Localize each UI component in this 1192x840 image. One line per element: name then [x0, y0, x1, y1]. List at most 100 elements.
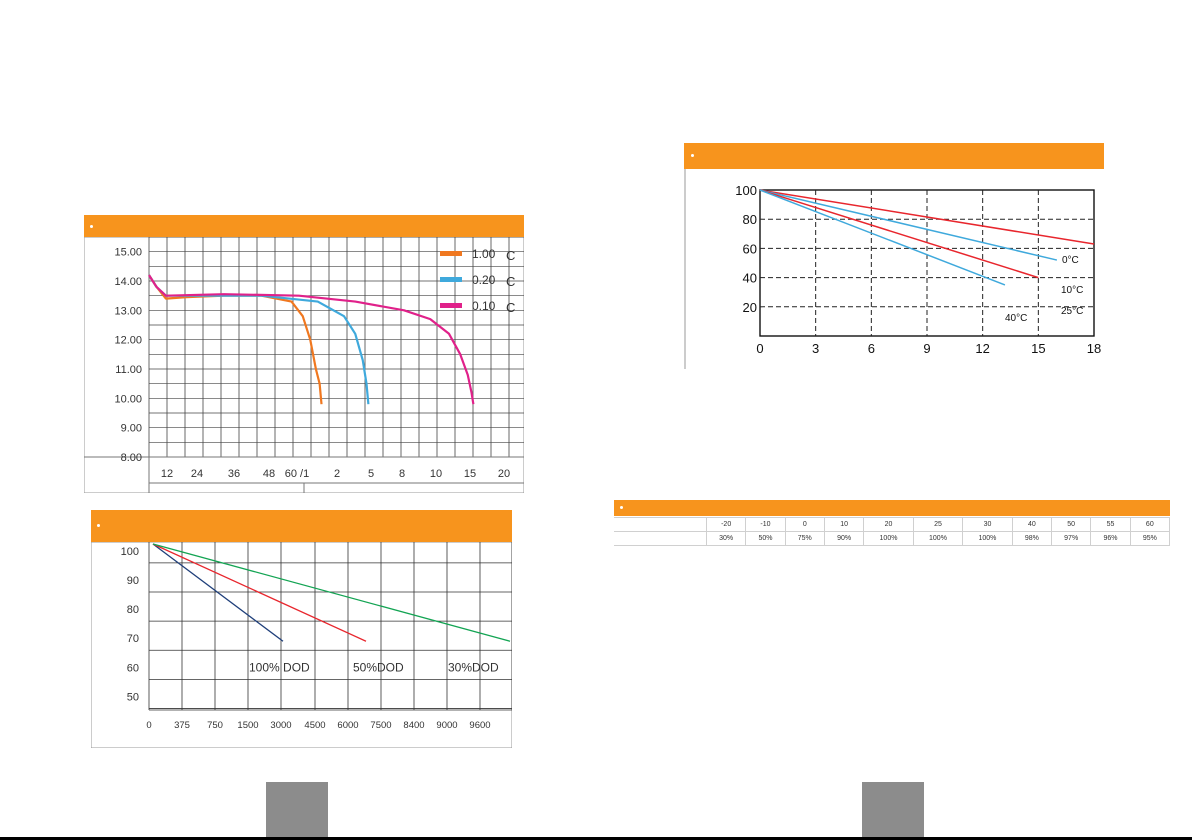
series-line-magenta: [148, 274, 475, 405]
table-cell: 96%: [1090, 531, 1131, 546]
temperature-chart-header: [684, 143, 1104, 169]
table-cell: 100%: [962, 531, 1013, 546]
y-tick-label: 10.00: [114, 393, 142, 405]
x-tick-label: 7500: [370, 720, 391, 731]
header-bullet: [97, 524, 100, 527]
x-tick-label: 60 /1: [285, 468, 309, 480]
table-cell: 50: [1051, 517, 1092, 532]
legend-label: 1.00: [472, 247, 496, 261]
table-cell: 30%: [705, 531, 747, 546]
y-tick-label: 60: [127, 662, 139, 674]
page-number-block-left: [266, 782, 328, 840]
x-tick-label: 0: [146, 720, 151, 731]
table-cell: 10: [823, 517, 865, 532]
series-line-green: [152, 543, 511, 642]
table-cell: 100%: [912, 531, 964, 546]
legend-unit: C: [506, 248, 515, 263]
y-tick-label: 15.00: [114, 247, 142, 259]
header-bullet: [90, 225, 93, 228]
series-label: 0°C: [1062, 255, 1079, 266]
table-cell: 55: [1090, 517, 1131, 532]
table-cell: 100%: [863, 531, 914, 546]
y-tick-label: 13.00: [114, 305, 142, 317]
x-tick-label: 24: [191, 468, 203, 480]
table-cell: 75%: [784, 531, 825, 546]
x-tick-label: 8: [399, 468, 405, 480]
y-tick-label: 90: [127, 575, 139, 587]
x-tick-label: 3: [812, 341, 819, 356]
y-tick-label: 11.00: [115, 364, 142, 376]
x-tick-label: 18: [1087, 341, 1101, 356]
bottom-border: [0, 837, 1192, 840]
legend-label: 0.10: [472, 299, 496, 313]
temperature-capacity-table: -20 -10 0 10 20 25 30 40 50 55 60 30% 50…: [614, 517, 1171, 546]
x-tick-label: 375: [174, 720, 190, 731]
x-tick-label: 9: [923, 341, 930, 356]
y-tick-label: 20: [743, 300, 757, 315]
series-line-navy: [152, 543, 284, 642]
header-bullet: [620, 506, 623, 509]
table-cell: 20: [863, 517, 914, 532]
series-label: 100% DOD: [249, 660, 310, 674]
table-cell: 97%: [1051, 531, 1092, 546]
discharge-chart: 15.00 14.00 13.00 12.00 11.00 10.00 9.00 8.00 12…: [84, 237, 524, 493]
table-cell: 0: [784, 517, 825, 532]
x-tick-label: 8400: [403, 720, 424, 731]
cycle-chart-header: [91, 510, 512, 542]
series-label: 50%DOD: [353, 660, 404, 674]
table-cell: -20: [705, 517, 747, 532]
x-tick-label: 36: [228, 468, 240, 480]
legend-label: 0.20: [472, 273, 496, 287]
header-bullet: [691, 154, 694, 157]
series-line-red: [152, 543, 367, 642]
series-label: 40°C: [1005, 313, 1027, 324]
y-tick-label: 14.00: [114, 276, 142, 288]
series-line-blue: [759, 189, 1006, 286]
x-tick-label: 10: [430, 468, 442, 480]
table-cell: 30: [962, 517, 1013, 532]
x-tick-label: 9000: [436, 720, 457, 731]
x-tick-label: 9600: [469, 720, 490, 731]
x-tick-label: 3000: [270, 720, 291, 731]
x-tick-label: 1500: [237, 720, 258, 731]
temperature-chart: 0 3 6 9 12 15 18 100 80 60 40 20 0°C 10°C 25°C 40°C: [684, 169, 1101, 369]
x-tick-label: 5: [368, 468, 374, 480]
temperature-capacity-panel: -20 -10 0 10 20 25 30 40 50 55 60 30% 50…: [614, 500, 1171, 547]
y-tick-label: 8.00: [121, 452, 142, 464]
x-tick-label: 12: [161, 468, 173, 480]
y-tick-label: 80: [743, 212, 757, 227]
legend-swatch: [440, 277, 462, 282]
table-row-temperature: -20 -10 0 10 20 25 30 40 50 55 60: [614, 517, 1171, 532]
discharge-chart-header: [84, 215, 524, 237]
x-tick-label: 0: [756, 341, 763, 356]
series-line-red: [759, 189, 1095, 245]
y-tick-label: 50: [127, 691, 139, 703]
y-tick-label: 100: [121, 546, 139, 558]
x-tick-label: 15: [464, 468, 476, 480]
table-cell: 60: [1129, 517, 1171, 532]
x-tick-label: 6000: [337, 720, 358, 731]
legend-swatch: [440, 303, 462, 308]
table-cell: 98%: [1011, 531, 1053, 546]
y-tick-label: 100: [735, 183, 757, 198]
legend-swatch: [440, 251, 462, 256]
discharge-chart-panel: 15.00 14.00 13.00 12.00 11.00 10.00 9.00 8.00 12…: [84, 215, 524, 493]
chart-frame: [91, 542, 512, 748]
table-cell: 95%: [1129, 531, 1171, 546]
series-label: 25°C: [1061, 306, 1083, 317]
series-label: 30%DOD: [448, 660, 499, 674]
x-tick-label: 12: [975, 341, 989, 356]
table-cell: 50%: [745, 531, 786, 546]
legend-unit: C: [506, 274, 515, 289]
x-tick-label: 20: [498, 468, 510, 480]
y-tick-label: 9.00: [121, 423, 142, 435]
series-line-red: [759, 189, 1039, 279]
y-tick-label: 80: [127, 604, 139, 616]
cycle-chart-panel: 100 90 80 70 60 50 0 375 750 1500 3000 4500 6000 7500…: [91, 510, 512, 748]
series-label: 10°C: [1061, 285, 1083, 296]
y-tick-label: 60: [743, 241, 757, 256]
x-tick-label: 6: [868, 341, 875, 356]
table-cell: 25: [912, 517, 964, 532]
x-tick-label: 48: [263, 468, 275, 480]
cycle-chart: 100 90 80 70 60 50 0 375 750 1500 3000 4500 6000 7500…: [91, 542, 512, 748]
